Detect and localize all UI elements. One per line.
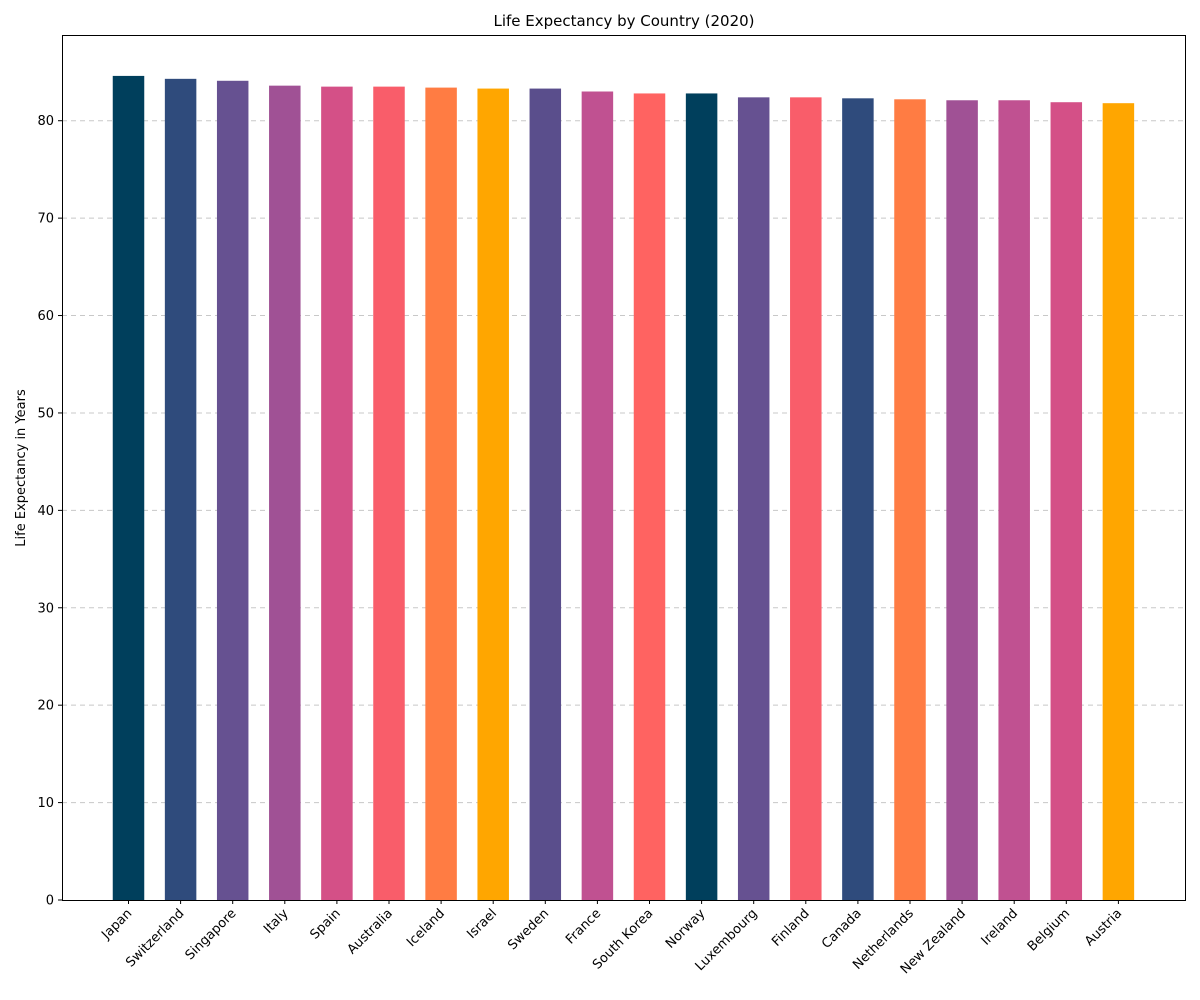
bar-iceland — [425, 87, 457, 901]
x-tick-label: Japan — [98, 906, 135, 943]
bar-france — [581, 91, 614, 901]
bar-norway — [685, 93, 718, 901]
y-tick-label: 20 — [37, 699, 54, 714]
bar-ireland — [998, 100, 1030, 900]
x-tick-label: France — [563, 906, 604, 947]
bar-israel — [477, 88, 509, 901]
x-tick-label: Belgium — [1025, 906, 1073, 954]
gridlines — [62, 120, 1185, 804]
bar-austria — [1102, 103, 1135, 900]
bar-finland — [790, 97, 822, 900]
y-tick-label: 10 — [37, 796, 54, 811]
y-tick-label: 60 — [37, 309, 54, 324]
y-tick-label: 30 — [37, 601, 54, 616]
y-tick-label: 50 — [37, 406, 54, 421]
y-tick-label: 40 — [37, 504, 54, 519]
x-tick-label: Ireland — [979, 906, 1021, 948]
x-tick-label: Singapore — [183, 906, 240, 963]
bar-new-zealand — [946, 100, 978, 900]
plot-frame — [62, 35, 1186, 901]
y-tick-label: 0 — [46, 894, 54, 909]
x-tick-label: Canada — [819, 906, 865, 952]
y-axis: 0 10 20 30 40 50 60 70 80 — [37, 114, 62, 909]
x-tick-label: Iceland — [404, 906, 448, 950]
bar-belgium — [1050, 102, 1083, 901]
x-tick-label: Sweden — [505, 906, 552, 953]
bar-canada — [842, 98, 874, 900]
x-tick-label: Spain — [307, 906, 343, 942]
bar-netherlands — [894, 99, 926, 901]
bar-italy — [269, 85, 301, 901]
x-tick-label: Israel — [464, 906, 500, 942]
bar-japan — [112, 75, 145, 900]
y-tick-label: 70 — [37, 212, 54, 227]
x-tick-label: Austria — [1082, 906, 1125, 949]
bar-luxembourg — [737, 97, 770, 900]
bar-switzerland — [164, 78, 197, 900]
x-tick-label: Norway — [663, 906, 709, 952]
chart-title: Life Expectancy by Country (2020) — [493, 12, 754, 30]
y-axis-label: Life Expectancy in Years — [14, 389, 29, 547]
bar-singapore — [216, 80, 249, 900]
y-tick-label: 80 — [37, 114, 54, 129]
x-tick-label: Italy — [261, 906, 292, 937]
bar-south-korea — [633, 93, 666, 901]
bar-spain — [321, 86, 353, 900]
x-tick-label: Australia — [345, 906, 396, 957]
bar-australia — [373, 86, 405, 900]
x-tick-label: Finland — [769, 906, 812, 949]
bars — [112, 75, 1135, 901]
bar-sweden — [529, 88, 562, 901]
